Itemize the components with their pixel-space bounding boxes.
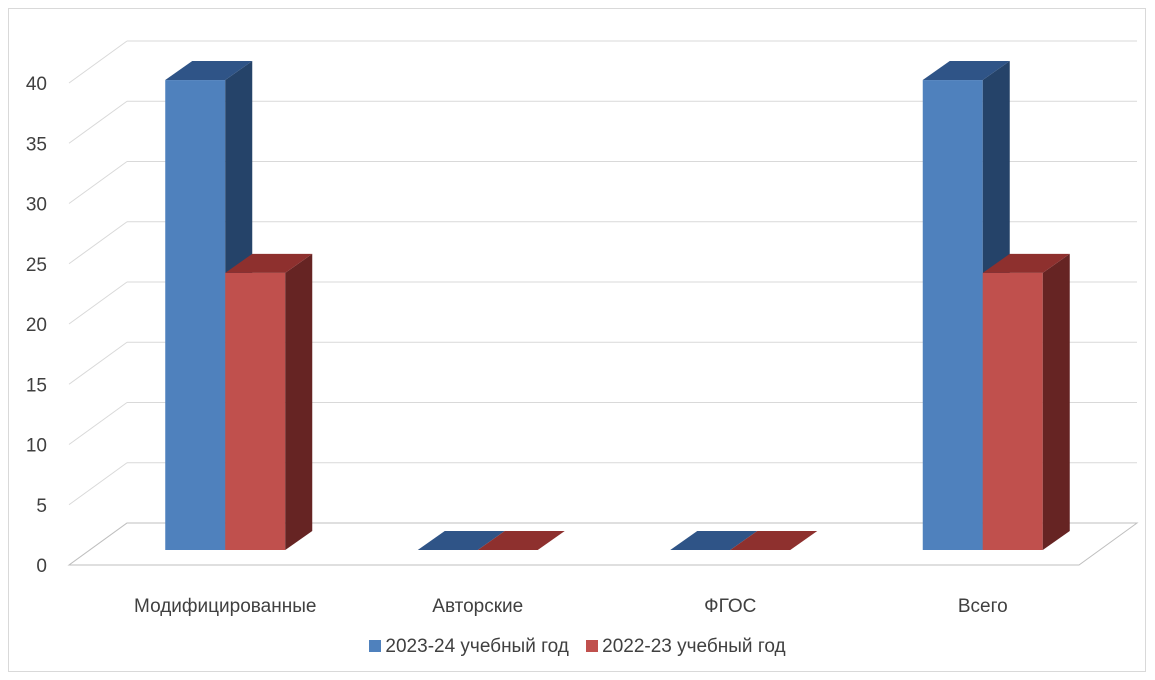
- y-tick-label: 35: [26, 134, 47, 155]
- floor-outline: [67, 522, 1139, 566]
- bar-2-1: [225, 253, 313, 550]
- chart-floor: [67, 522, 1139, 566]
- side-gridline-30: [68, 161, 128, 204]
- bar-1-3: [670, 531, 758, 550]
- legend: 2023-24 учебный год 2022-23 учебный год: [0, 636, 1155, 658]
- y-tick-label: 15: [26, 375, 47, 396]
- x-axis: Модифицированные Авторские ФГОС Всего: [134, 596, 1008, 617]
- y-tick-label: 10: [26, 436, 47, 457]
- legend-label-series-1: 2023-24 учебный год: [385, 636, 569, 657]
- bar-2-3: [730, 531, 818, 550]
- legend-item-series-1: 2023-24 учебный год: [369, 636, 569, 658]
- y-axis: 0 5 10 15 20 25 30 35 40: [26, 74, 47, 577]
- x-tick-label: Модифицированные: [134, 596, 316, 617]
- legend-swatch-series-1: [369, 640, 382, 652]
- bar-2-4: [982, 253, 1070, 550]
- y-tick-label: 20: [26, 315, 47, 336]
- y-tick-label: 40: [26, 74, 47, 95]
- side-gridline-25: [68, 221, 128, 265]
- x-tick-label: ФГОС: [704, 596, 756, 617]
- y-tick-label: 30: [26, 195, 47, 216]
- side-gridline-20: [68, 281, 128, 325]
- x-tick-label: Всего: [958, 596, 1008, 617]
- y-tick-label: 25: [26, 255, 47, 276]
- side-gridline-15: [68, 341, 128, 385]
- legend-swatch-series-2: [586, 640, 599, 652]
- bar-1-2: [417, 531, 505, 550]
- bar-2-2: [477, 531, 565, 550]
- legend-label-series-2: 2022-23 учебный год: [602, 636, 786, 657]
- bars-layer: [165, 61, 1070, 551]
- x-tick-label: Авторские: [432, 596, 523, 617]
- side-gridline-5: [68, 462, 128, 506]
- y-tick-label: 0: [36, 556, 47, 577]
- y-tick-label: 5: [36, 496, 47, 517]
- side-gridline-40: [68, 40, 128, 84]
- side-gridline-10: [68, 402, 128, 445]
- legend-item-series-2: 2022-23 учебный год: [586, 636, 786, 658]
- side-gridline-35: [68, 100, 128, 144]
